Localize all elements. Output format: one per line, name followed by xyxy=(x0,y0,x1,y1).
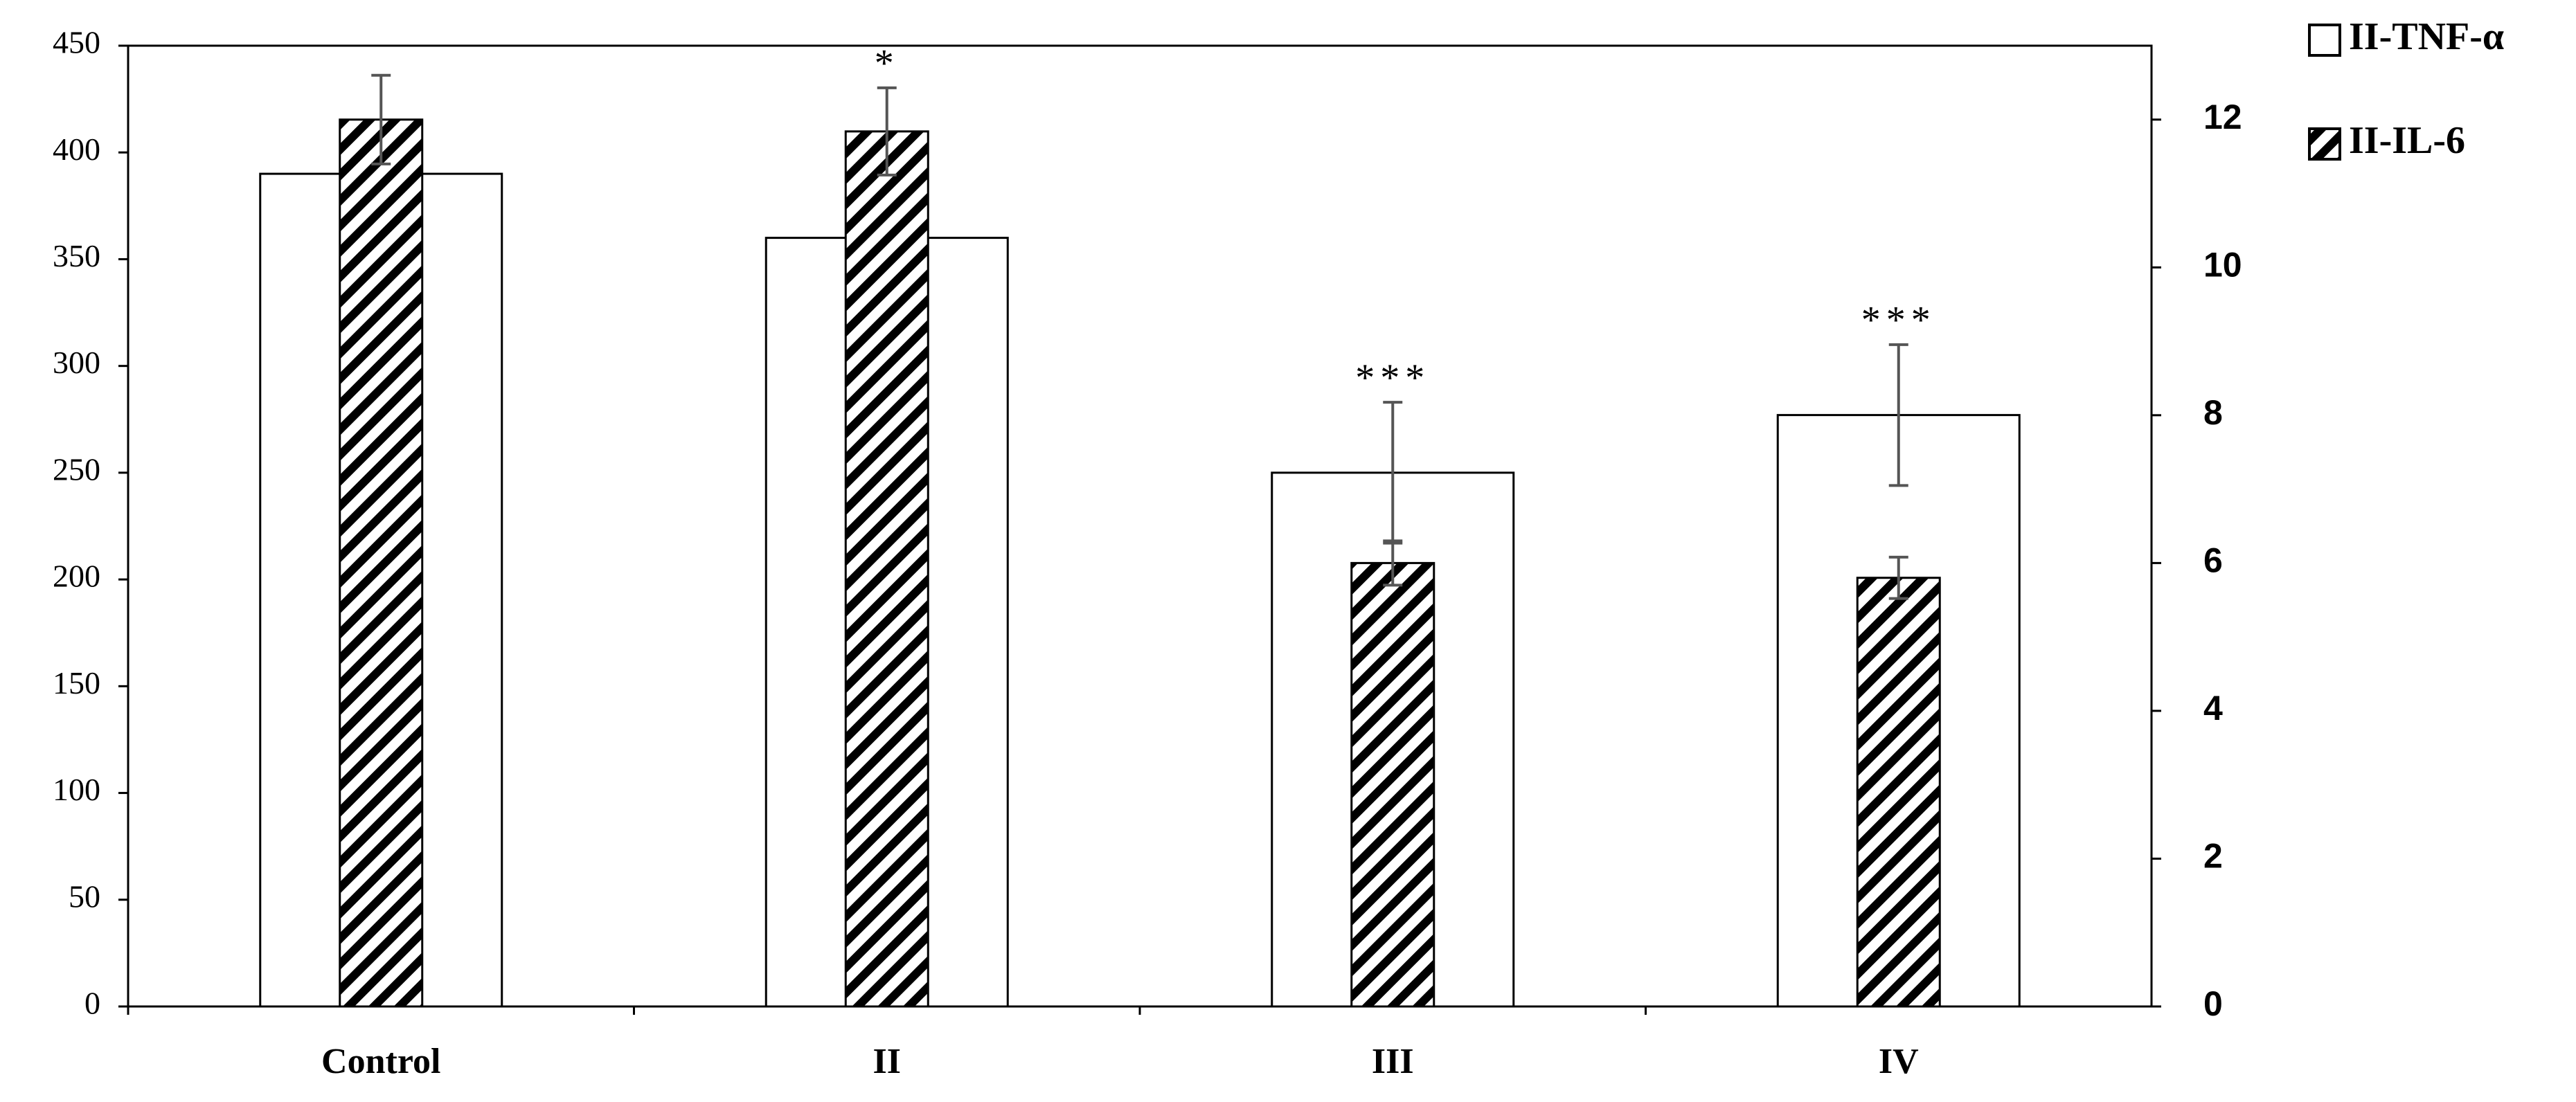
bar xyxy=(1856,577,1941,1008)
legend-swatch xyxy=(2308,24,2341,57)
x-tick-label: II xyxy=(873,1042,901,1081)
bar xyxy=(339,118,424,1008)
y-tick-label: 200 xyxy=(53,559,100,594)
legend-swatch xyxy=(2308,127,2341,161)
y2-tick-label: 12 xyxy=(2203,98,2242,136)
significance-mark: * xyxy=(875,42,900,85)
y-tick-label: 400 xyxy=(53,132,100,167)
legend-label: II-IL-6 xyxy=(2349,119,2465,162)
error-bar xyxy=(1888,555,1908,600)
y-tick-label: 50 xyxy=(69,878,100,914)
y-tick-label: 300 xyxy=(53,345,100,380)
y2-tick-label: 2 xyxy=(2203,837,2223,876)
significance-mark: *** xyxy=(1355,356,1430,399)
y2-tick-label: 4 xyxy=(2203,689,2223,728)
y2-tick-label: 10 xyxy=(2203,246,2242,284)
y-tick-label: 150 xyxy=(53,665,100,701)
error-bar xyxy=(1383,539,1403,587)
y-tick-label: 350 xyxy=(53,238,100,273)
significance-mark: *** xyxy=(1861,299,1936,342)
bar xyxy=(844,130,929,1008)
y-tick-label: 250 xyxy=(53,451,100,487)
y-tick-label: 450 xyxy=(53,25,100,60)
legend-label: II-TNF-α xyxy=(2349,15,2504,58)
y2-tick-label: 6 xyxy=(2203,541,2223,580)
y-tick-label: 0 xyxy=(84,986,100,1021)
y2-tick-label: 8 xyxy=(2203,393,2223,432)
error-bar xyxy=(877,86,897,177)
y2-tick-label: 0 xyxy=(2203,984,2223,1023)
x-tick-label: IV xyxy=(1879,1042,1919,1081)
error-bar xyxy=(371,73,391,165)
x-tick-label: Control xyxy=(321,1042,440,1081)
error-bar xyxy=(1888,343,1908,487)
y-tick-label: 100 xyxy=(53,772,100,807)
bar xyxy=(1350,561,1435,1008)
x-tick-label: III xyxy=(1372,1042,1414,1081)
